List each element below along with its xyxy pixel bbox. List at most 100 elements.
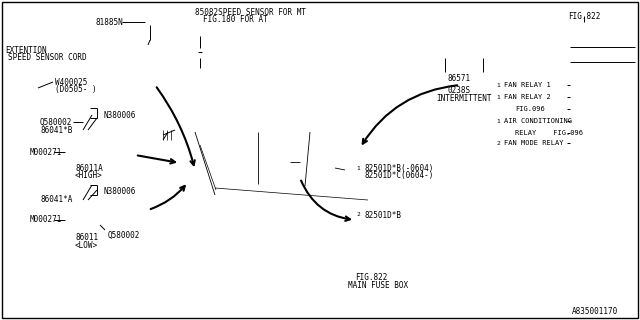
Text: M000271: M000271	[30, 215, 62, 225]
Text: FIG.180 FOR AT: FIG.180 FOR AT	[203, 14, 268, 23]
Polygon shape	[195, 110, 395, 132]
Circle shape	[355, 164, 362, 172]
Circle shape	[266, 180, 270, 184]
Bar	[570, 94, 582, 104]
Circle shape	[47, 79, 53, 85]
Bar	[383, 236, 394, 250]
Bar	[369, 218, 380, 232]
Bar	[383, 200, 394, 214]
Text: FIG.822: FIG.822	[568, 12, 600, 20]
Text: 86571: 86571	[447, 74, 470, 83]
Text: FAN RELAY 1: FAN RELAY 1	[504, 82, 551, 88]
Bar	[397, 236, 408, 250]
Text: 82501D*B: 82501D*B	[364, 211, 401, 220]
Bar	[600, 47, 620, 62]
Bar	[570, 118, 582, 128]
Text: FAN MODE RELAY: FAN MODE RELAY	[504, 140, 563, 146]
Circle shape	[101, 186, 109, 194]
Bar	[360, 162, 374, 178]
Bar	[570, 130, 582, 140]
Circle shape	[145, 47, 151, 53]
Text: 85082SPEED SENSOR FOR MT: 85082SPEED SENSOR FOR MT	[195, 7, 306, 17]
Text: <HIGH>: <HIGH>	[75, 171, 103, 180]
Polygon shape	[160, 118, 195, 145]
Polygon shape	[215, 183, 368, 224]
Circle shape	[196, 28, 204, 36]
Bar	[448, 48, 456, 58]
Polygon shape	[160, 132, 215, 195]
Text: AIR CONDITIONING: AIR CONDITIONING	[504, 118, 572, 124]
Text: FIG.096: FIG.096	[515, 106, 545, 112]
Text: (D0505- ): (D0505- )	[55, 84, 97, 93]
Circle shape	[355, 212, 362, 219]
Circle shape	[65, 149, 71, 155]
Circle shape	[98, 140, 108, 150]
Text: INTERMITTENT: INTERMITTENT	[436, 93, 492, 102]
Text: 86011: 86011	[75, 234, 98, 243]
Bar	[352, 257, 362, 272]
Polygon shape	[73, 198, 120, 232]
Bar	[590, 82, 608, 92]
Circle shape	[240, 150, 244, 154]
Text: MAIN FUSE BOX: MAIN FUSE BOX	[348, 281, 408, 290]
Bar	[355, 236, 366, 250]
Text: N380006: N380006	[103, 110, 136, 119]
Text: Q580002: Q580002	[40, 117, 72, 126]
Polygon shape	[195, 128, 392, 210]
Bar	[458, 48, 466, 58]
Circle shape	[65, 217, 71, 223]
Circle shape	[495, 140, 502, 147]
Circle shape	[459, 80, 465, 86]
Circle shape	[94, 136, 112, 154]
Text: 1: 1	[496, 94, 500, 100]
Circle shape	[495, 117, 502, 124]
Text: 2: 2	[356, 212, 360, 218]
Bar	[570, 82, 582, 92]
Bar	[445, 44, 483, 72]
Polygon shape	[350, 183, 418, 255]
Text: 86041*A: 86041*A	[40, 196, 72, 204]
Bar	[369, 236, 380, 250]
Text: Q580002: Q580002	[108, 230, 140, 239]
Circle shape	[198, 45, 202, 51]
Circle shape	[495, 82, 502, 89]
Text: 82501D*B(-0604): 82501D*B(-0604)	[364, 164, 433, 172]
Polygon shape	[308, 186, 355, 215]
Circle shape	[101, 109, 109, 117]
Bar	[396, 162, 410, 178]
Text: N380006: N380006	[103, 188, 136, 196]
Circle shape	[248, 143, 252, 147]
Text: 1: 1	[496, 118, 500, 124]
Text: FIG.822: FIG.822	[355, 274, 387, 283]
Bar	[575, 47, 595, 62]
Text: A835001170: A835001170	[572, 308, 618, 316]
Text: M000271: M000271	[30, 148, 62, 156]
Polygon shape	[73, 128, 120, 162]
Text: W400025: W400025	[55, 77, 88, 86]
Text: 1: 1	[496, 83, 500, 87]
Text: <LOW>: <LOW>	[75, 241, 98, 250]
Circle shape	[147, 19, 153, 25]
Polygon shape	[262, 185, 305, 212]
Bar	[397, 200, 408, 214]
Bar	[397, 218, 408, 232]
Circle shape	[81, 120, 85, 124]
Circle shape	[198, 66, 202, 70]
Bar	[570, 70, 582, 80]
Bar	[570, 20, 630, 75]
Text: FAN RELAY 2: FAN RELAY 2	[504, 94, 551, 100]
Text: EXTENTION: EXTENTION	[5, 45, 47, 54]
Text: 82501D*C(0604-): 82501D*C(0604-)	[364, 171, 433, 180]
Bar	[378, 162, 392, 178]
Bar	[570, 106, 582, 116]
Text: 2: 2	[496, 140, 500, 146]
Text: 81885N: 81885N	[95, 18, 123, 27]
Text: 1: 1	[356, 165, 360, 171]
Text: 86011A: 86011A	[75, 164, 103, 172]
Bar	[355, 200, 366, 214]
Circle shape	[197, 52, 203, 58]
Bar	[368, 257, 378, 272]
Bar	[383, 218, 394, 232]
Text: SPEED SENSOR CORD: SPEED SENSOR CORD	[8, 52, 86, 61]
Polygon shape	[215, 184, 258, 223]
